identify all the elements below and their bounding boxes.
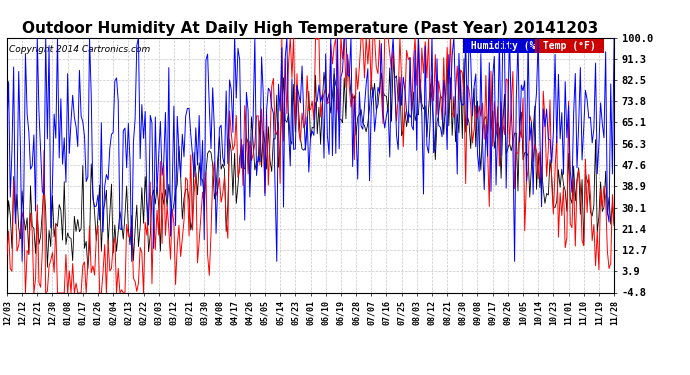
Text: Temp (°F): Temp (°F)	[537, 41, 602, 51]
Title: Outdoor Humidity At Daily High Temperature (Past Year) 20141203: Outdoor Humidity At Daily High Temperatu…	[22, 21, 599, 36]
Text: Copyright 2014 Cartronics.com: Copyright 2014 Cartronics.com	[9, 45, 150, 54]
Text: Humidity (%): Humidity (%)	[465, 41, 548, 51]
